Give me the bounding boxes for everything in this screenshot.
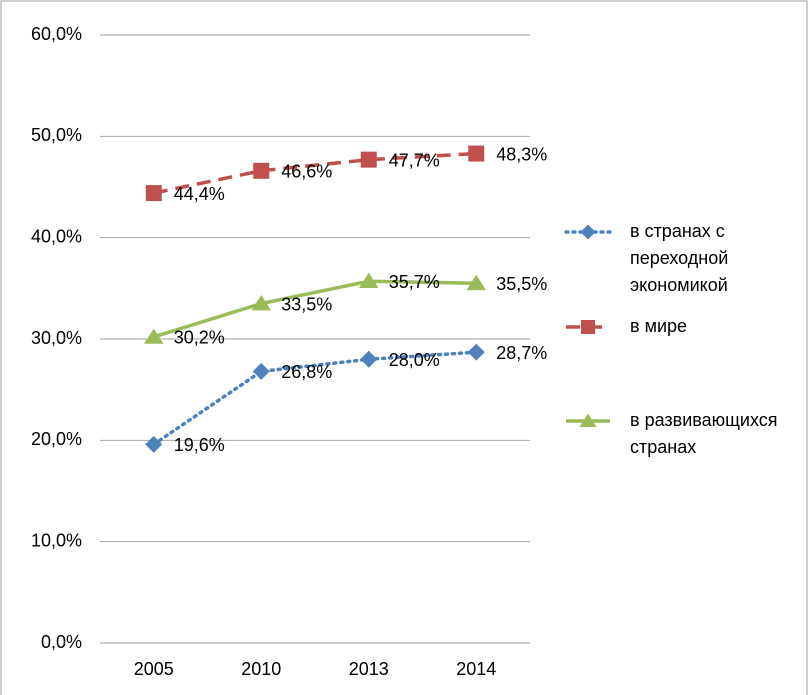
series-line — [153, 151, 477, 195]
data-label: 30,2% — [174, 328, 225, 348]
legend-label: в странах с переходной экономикой — [630, 221, 729, 295]
marker — [252, 362, 270, 380]
marker — [358, 272, 379, 289]
marker — [360, 350, 378, 368]
data-label: 46,6% — [281, 162, 332, 182]
marker — [468, 145, 485, 162]
legend-label: в мире — [630, 316, 688, 336]
marker — [145, 435, 163, 453]
x-tick-label: 2010 — [241, 659, 281, 679]
marker — [360, 151, 377, 168]
y-tick-label: 20,0% — [31, 429, 82, 449]
y-tick-label: 40,0% — [31, 226, 82, 246]
marker — [253, 162, 270, 179]
data-label: 19,6% — [174, 435, 225, 455]
legend-label: в развивающихся странах — [630, 410, 778, 457]
marker — [467, 343, 485, 361]
y-tick-label: 50,0% — [31, 125, 82, 145]
data-label: 44,4% — [174, 184, 225, 204]
data-label: 33,5% — [281, 294, 332, 314]
data-label: 35,5% — [496, 274, 547, 294]
marker — [581, 320, 595, 334]
data-label: 35,7% — [389, 272, 440, 292]
series-line — [153, 279, 477, 339]
marker — [145, 185, 162, 202]
data-label: 26,8% — [281, 362, 332, 382]
data-label: 28,7% — [496, 343, 547, 363]
marker — [143, 328, 164, 344]
x-tick-label: 2013 — [349, 659, 389, 679]
y-tick-label: 30,0% — [31, 328, 82, 348]
x-tick-label: 2005 — [134, 659, 174, 679]
x-tick-label: 2014 — [456, 659, 496, 679]
marker — [251, 295, 272, 311]
marker — [579, 413, 597, 427]
series-line — [152, 350, 478, 447]
marker — [580, 224, 596, 240]
y-tick-label: 10,0% — [31, 530, 82, 550]
marker — [466, 274, 487, 291]
data-label: 47,7% — [389, 150, 440, 170]
data-label: 28,0% — [389, 350, 440, 370]
data-label: 48,3% — [496, 144, 547, 164]
y-tick-label: 0,0% — [41, 632, 82, 652]
y-tick-label: 60,0% — [31, 24, 82, 44]
